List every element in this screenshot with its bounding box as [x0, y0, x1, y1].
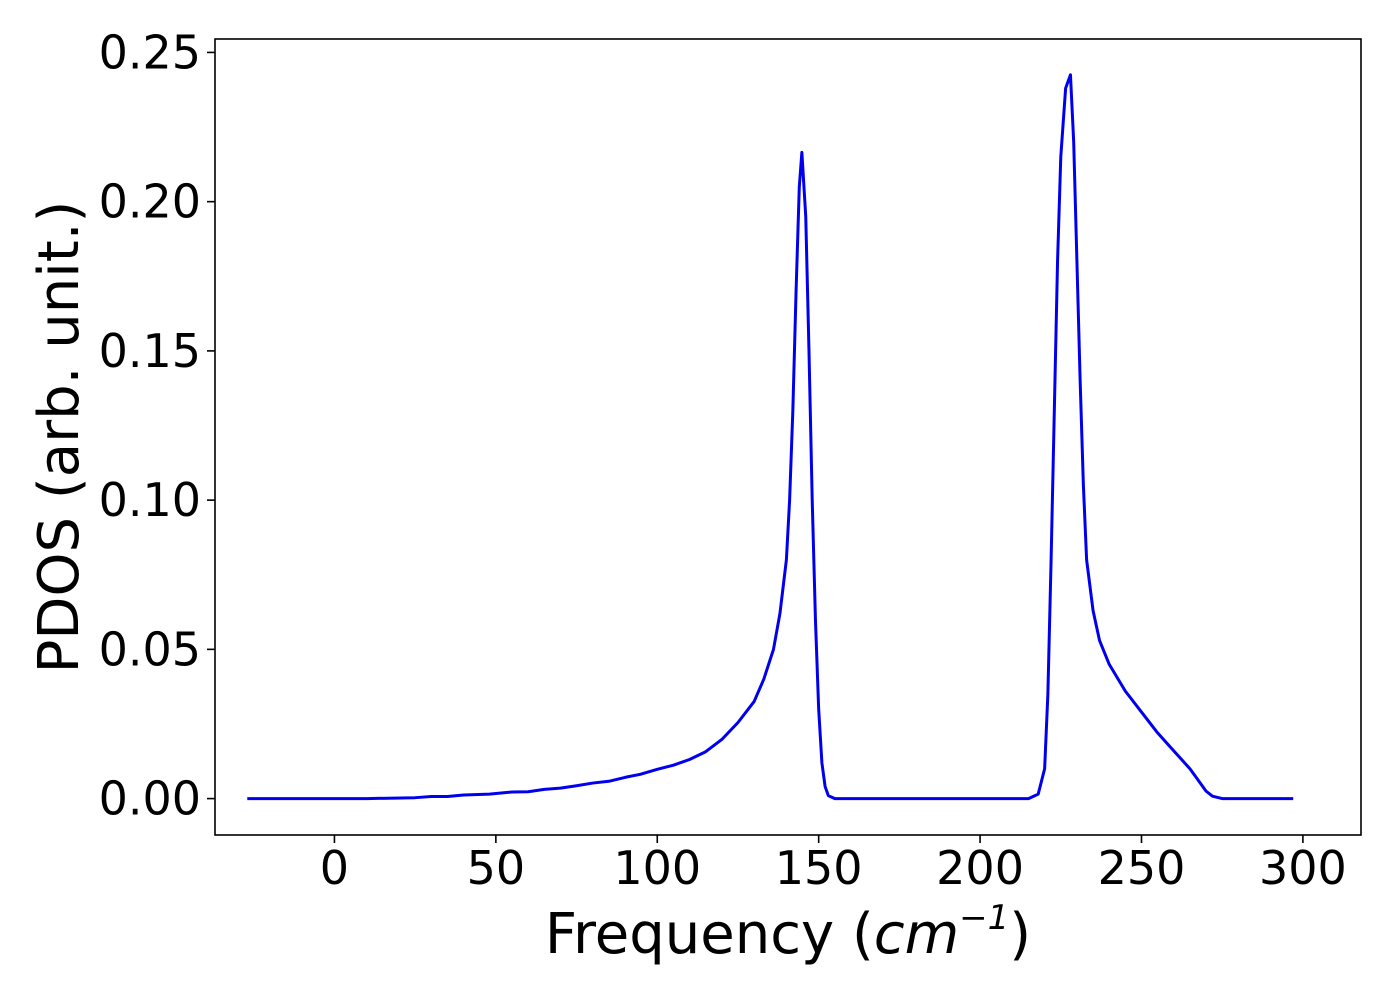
y-axis-label: PDOS (arb. unit.) [27, 201, 92, 674]
y-tick-label-0: 0.00 [99, 772, 201, 826]
plot-area: 0 50 100 150 200 250 300 0.000.050.100.150.200… [99, 25, 1362, 895]
y-tick-label-1: 0.05 [99, 622, 201, 676]
x-axis-label-close: ) [1009, 902, 1031, 967]
y-tick-label-2: 0.10 [99, 473, 201, 527]
x-tick-label-2: 100 [613, 841, 701, 895]
x-tick-label-1: 50 [467, 841, 526, 895]
y-tick-label-4: 0.20 [99, 175, 201, 229]
x-axis-label-superscript: −1 [959, 898, 1009, 938]
series-layer [247, 73, 1294, 801]
x-tick-label-0: 0 [320, 841, 349, 895]
x-axis-label-math: cm [874, 902, 959, 967]
x-tick-label-4: 200 [936, 841, 1024, 895]
x-tick-label-3: 150 [775, 841, 863, 895]
axes-frame [214, 38, 1362, 836]
y-tick-label-3: 0.15 [99, 324, 201, 378]
x-tick-label-6: 300 [1259, 841, 1347, 895]
y-tick-label-5: 0.25 [99, 25, 201, 79]
x-axis-label: Frequency (cm−1) [545, 898, 1031, 967]
x-tick-label-5: 250 [1098, 841, 1186, 895]
y-axis-ticks: 0.00 0.05 0.10 0.15 0.20 0.25 [99, 25, 215, 826]
x-axis-label-text: Frequency ( [545, 902, 874, 967]
x-axis-ticks: 0 50 100 150 200 250 300 [320, 835, 1347, 895]
series-line-0 [247, 73, 1294, 801]
